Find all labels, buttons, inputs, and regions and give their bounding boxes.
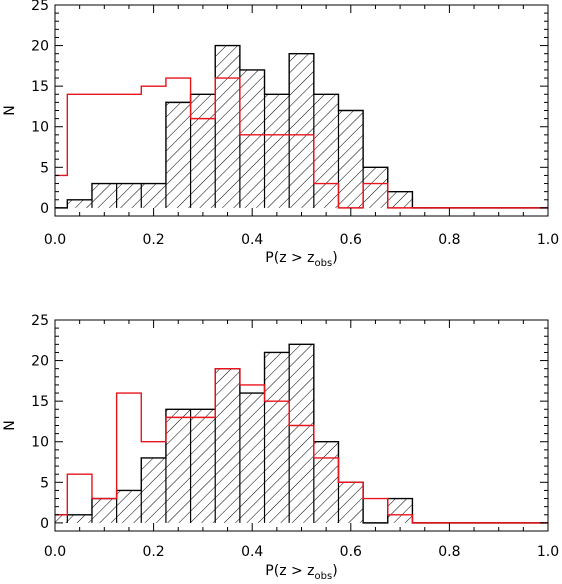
hatched-bar bbox=[387, 191, 413, 208]
x-tick-label: 0.6 bbox=[340, 544, 362, 560]
hatched-bar bbox=[116, 183, 142, 208]
hatched-bar bbox=[338, 110, 364, 208]
x-axis-label: P(z > zobs) bbox=[265, 563, 337, 582]
hatched-bar bbox=[215, 45, 240, 208]
x-tick-label: 0.8 bbox=[438, 232, 460, 248]
bottom-histogram-panel: 0.0 0.2 0.4 0.6 0.8 1.0 0 5 10 15 20 25 N P(z > zobs) bbox=[2, 313, 559, 582]
hatched-bar bbox=[313, 94, 339, 208]
y-tick-label: 15 bbox=[31, 394, 49, 410]
hatched-bar bbox=[116, 490, 142, 523]
y-tick-label: 10 bbox=[31, 435, 49, 451]
y-tick-label: 0 bbox=[40, 201, 49, 217]
y-tick-label: 20 bbox=[31, 354, 49, 370]
y-axis-label: N bbox=[2, 420, 18, 430]
y-tick-label: 25 bbox=[31, 0, 49, 14]
y-tick-label: 5 bbox=[40, 475, 49, 491]
hatched-bar bbox=[363, 167, 388, 208]
hatched-bar bbox=[141, 183, 166, 208]
y-tick-label: 5 bbox=[40, 160, 49, 176]
x-tick-label: 0.6 bbox=[340, 232, 362, 248]
top-histogram-panel: 0.0 0.2 0.4 0.6 0.8 1.0 0 5 10 15 20 25 N P(z > zobs) bbox=[2, 0, 559, 269]
hatched-bar bbox=[289, 344, 314, 523]
red-histogram-outline bbox=[55, 367, 548, 524]
y-tick-label: 0 bbox=[40, 516, 49, 532]
hatched-bar bbox=[190, 409, 216, 523]
x-tick-label: 1.0 bbox=[537, 232, 559, 248]
x-tick-label: 0.4 bbox=[241, 544, 263, 560]
hatched-bar bbox=[55, 514, 68, 523]
hatched-bar bbox=[67, 199, 92, 208]
hatched-bar bbox=[338, 482, 364, 523]
x-tick-label: 0.0 bbox=[44, 544, 66, 560]
x-tick-label: 1.0 bbox=[537, 544, 559, 560]
y-axis-label: N bbox=[2, 105, 18, 115]
hatched-bar bbox=[289, 53, 314, 208]
hatched-bar bbox=[165, 102, 191, 208]
y-tick-label: 20 bbox=[31, 39, 49, 55]
hatched-bar bbox=[264, 352, 290, 523]
hatched-bar bbox=[91, 183, 117, 208]
y-tick-label: 25 bbox=[31, 313, 49, 329]
hatched-bar bbox=[67, 514, 92, 523]
x-tick-label: 0.2 bbox=[142, 232, 164, 248]
hatched-bar bbox=[91, 498, 117, 523]
red-histogram-outline bbox=[55, 77, 548, 209]
hatched-bar bbox=[141, 457, 166, 523]
hatched-bar bbox=[313, 441, 339, 523]
x-tick-label: 0.2 bbox=[142, 544, 164, 560]
hatched-bar bbox=[165, 409, 191, 523]
x-tick-label: 0.4 bbox=[241, 232, 263, 248]
hatched-bar bbox=[264, 94, 290, 208]
x-tick-label: 0.8 bbox=[438, 544, 460, 560]
hatched-bar bbox=[190, 94, 216, 208]
x-tick-label: 0.0 bbox=[44, 232, 66, 248]
x-axis-label: P(z > zobs) bbox=[265, 250, 337, 269]
hatched-bar bbox=[215, 368, 240, 523]
hatched-bar bbox=[239, 393, 265, 523]
hatched-bar bbox=[387, 498, 413, 523]
y-tick-label: 10 bbox=[31, 120, 49, 136]
y-tick-label: 15 bbox=[31, 79, 49, 95]
hatched-bar bbox=[239, 69, 265, 208]
